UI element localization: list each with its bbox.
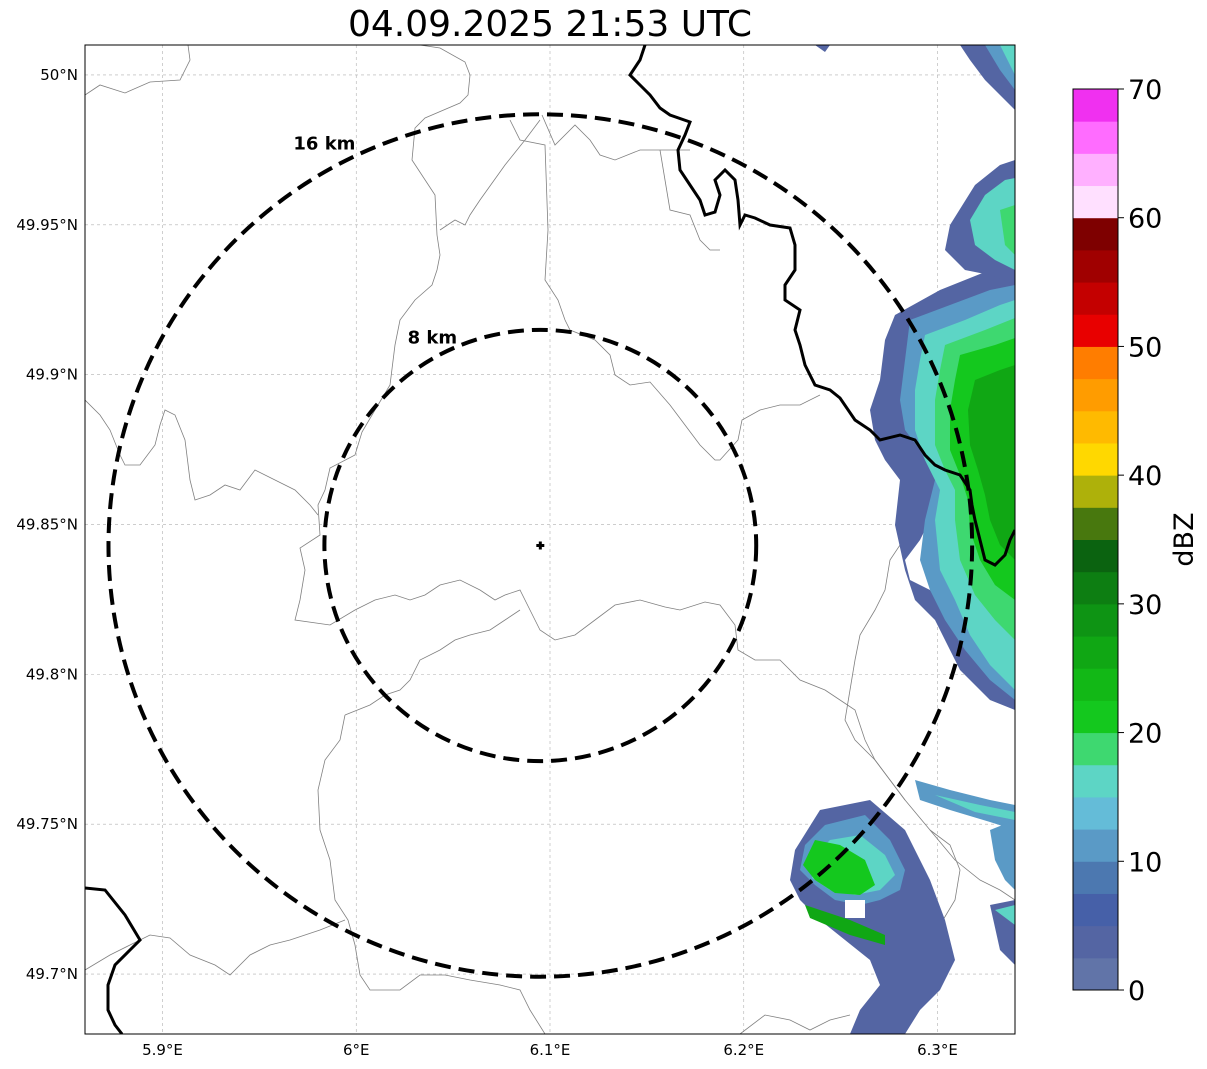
boundary-line	[85, 919, 346, 976]
colorbar-label: dBZ	[1169, 512, 1200, 566]
colorbar-segment	[1073, 893, 1118, 927]
range-ring-labels: 8 km 16 km	[293, 133, 457, 348]
range-ring-label: 8 km	[408, 327, 458, 348]
colorbar: 0 10 20 30 40 50 60 70 dBZ	[1072, 75, 1200, 1007]
colorbar-segment	[1073, 410, 1118, 444]
boundary-line	[344, 609, 521, 716]
national-border	[85, 45, 1015, 1034]
range-ring	[106, 112, 975, 979]
lon-tick-label: 6.3°E	[917, 1041, 958, 1059]
range-ring-label: 16 km	[293, 133, 355, 154]
boundary-line	[659, 149, 720, 251]
colorbar-tick-label: 70	[1128, 75, 1162, 106]
boundary-line	[294, 45, 906, 801]
boundary-line	[541, 114, 690, 161]
colorbar-segment	[1073, 603, 1118, 637]
colorbar-segment	[1073, 282, 1118, 315]
range-ring	[322, 327, 759, 764]
colorbar-tick-label: 60	[1128, 204, 1162, 235]
lat-tick-label: 49.75°N	[16, 815, 78, 833]
echo-cell	[990, 820, 1015, 890]
boundary-line	[85, 399, 319, 516]
lat-tick-label: 50°N	[40, 66, 78, 84]
colorbar-tick-label: 40	[1128, 461, 1162, 492]
colorbar-segment	[1073, 217, 1118, 251]
radar-echoes	[790, 45, 1015, 1034]
echo-cell	[970, 178, 1015, 270]
colorbar-segment	[1073, 764, 1118, 798]
echo-cell	[995, 905, 1015, 925]
colorbar-segment	[1073, 571, 1118, 605]
lat-tick-label: 49.85°N	[16, 516, 78, 534]
colorbar-segment	[1073, 121, 1118, 154]
lon-tick-label: 6.2°E	[723, 1041, 764, 1059]
lon-tick-label: 6.1°E	[530, 1041, 571, 1059]
lat-tick-label: 49.8°N	[26, 665, 78, 683]
boundary-line	[739, 1014, 851, 1034]
map-plot-area	[85, 45, 1015, 1034]
colorbar-tick-label: 30	[1128, 590, 1162, 621]
colorbar-segment	[1073, 442, 1118, 476]
range-rings	[106, 112, 975, 979]
boundary-line	[929, 829, 961, 926]
colorbar-segment	[1073, 346, 1118, 380]
echo-cell	[968, 365, 1015, 560]
lat-tick-label: 49.7°N	[26, 965, 78, 983]
colorbar-tick-label: 50	[1128, 332, 1162, 363]
lat-tick-label: 49.9°N	[26, 366, 78, 384]
echo-cell	[1000, 45, 1015, 75]
colorbar-segment	[1073, 185, 1118, 219]
colorbar-segment	[1073, 925, 1118, 959]
echo-cell	[1000, 205, 1015, 255]
admin-boundaries	[85, 45, 1015, 1034]
colorbar-segment	[1073, 475, 1118, 508]
colorbar-segment	[1073, 796, 1118, 830]
lat-tick-label: 49.95°N	[16, 216, 78, 234]
border-line	[628, 45, 1015, 567]
colorbar-segment	[1073, 314, 1118, 347]
colorbar-tick-label: 10	[1128, 847, 1162, 878]
colorbar-segment	[1073, 89, 1118, 122]
colorbar-segment	[1073, 700, 1118, 734]
map-title: 04.09.2025 21:53 UTC	[347, 4, 753, 45]
colorbar-segment	[1073, 539, 1118, 573]
colorbar-segment	[1073, 378, 1118, 412]
colorbar-segment	[1073, 668, 1118, 701]
lon-tick-label: 5.9°E	[142, 1041, 183, 1059]
colorbar-segment	[1073, 153, 1118, 187]
lon-tick-label: 6°E	[343, 1041, 370, 1059]
boundary-line	[85, 45, 191, 96]
border-line	[85, 886, 142, 1034]
plot-frame	[84, 44, 1016, 1035]
colorbar-segment	[1073, 732, 1118, 766]
boundary-line	[844, 534, 1015, 901]
colorbar-tick-label: 0	[1128, 976, 1145, 1007]
boundary-line	[509, 119, 821, 461]
colorbar-tick-label: 20	[1128, 719, 1162, 750]
colorbar-frame	[1072, 88, 1119, 991]
echo-cell	[803, 840, 875, 895]
colorbar-segment	[1073, 249, 1118, 283]
boundary-line	[317, 714, 546, 1034]
colorbar-segment	[1073, 829, 1118, 862]
echo-cell	[845, 900, 865, 918]
colorbar-segment	[1073, 957, 1118, 991]
echo-cell	[805, 905, 885, 945]
radar-site-marker	[536, 541, 545, 550]
colorbar-segment	[1073, 507, 1118, 540]
boundary-line	[439, 119, 541, 231]
echo-cell	[815, 45, 830, 52]
colorbar-segment	[1073, 636, 1118, 669]
colorbar-segment	[1073, 861, 1118, 894]
echo-cell	[935, 795, 1015, 820]
axis-tick-labels: 5.9°E 6°E 6.1°E 6.2°E 6.3°E 50°N 49.95°N 49.9°N…	[16, 66, 958, 1059]
